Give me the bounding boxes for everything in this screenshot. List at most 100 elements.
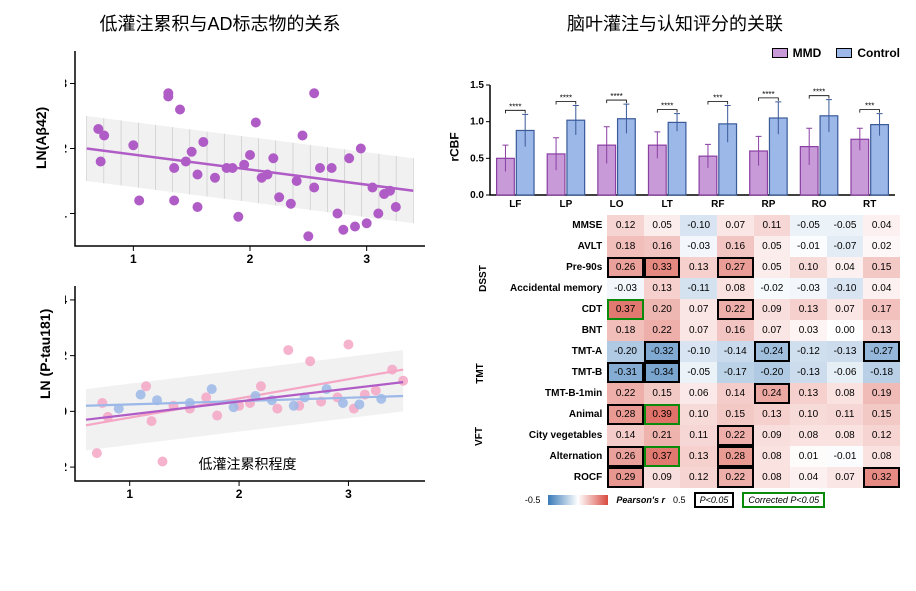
corrected-p-box: Corrected P<0.05 xyxy=(742,492,825,508)
svg-text:****: **** xyxy=(610,92,622,101)
heatmap-cell: 0.06 xyxy=(680,383,717,404)
right-panel: 脑叶灌注与认知评分的关联 MMD Control rCBF 0.00.51.01… xyxy=(450,10,900,581)
heatmap-cell: 0.08 xyxy=(717,278,754,299)
svg-text:****: **** xyxy=(509,102,521,111)
heatmap-cell: 0.08 xyxy=(863,446,900,467)
heatmap-cell: 0.13 xyxy=(790,383,827,404)
heatmap-cell: -0.01 xyxy=(827,446,864,467)
heatmap-cell: 0.08 xyxy=(827,383,864,404)
heatmap-cell: 0.28 xyxy=(607,404,644,425)
svg-text:0: 0 xyxy=(65,404,67,418)
bar-ylabel: rCBF xyxy=(448,132,462,161)
heatmap-row-label: Alternation xyxy=(510,446,607,467)
bottom-ylabel: LN (P-tau181) xyxy=(37,309,53,399)
heatmap-cell: 0.00 xyxy=(827,320,864,341)
heatmap-cell: -0.05 xyxy=(680,362,717,383)
svg-text:1.5: 1.5 xyxy=(470,80,484,91)
heatmap-cell: -0.06 xyxy=(827,362,864,383)
heatmap-cell: -0.03 xyxy=(680,236,717,257)
heatmap-cell: 0.33 xyxy=(644,257,681,278)
heatmap-row-label: ROCF xyxy=(510,467,607,488)
svg-text:LF: LF xyxy=(509,199,521,210)
legend-control: Control xyxy=(836,46,900,60)
heatmap-cell: 0.05 xyxy=(644,215,681,236)
heatmap-cell: -0.14 xyxy=(717,341,754,362)
heatmap-cell: 0.11 xyxy=(754,215,791,236)
heatmap-row-label: Animal xyxy=(510,404,607,425)
heatmap-cell: 0.13 xyxy=(680,257,717,278)
heatmap-cell: -0.03 xyxy=(790,278,827,299)
svg-text:1.0: 1.0 xyxy=(470,117,484,128)
heatmap-cell: -0.31 xyxy=(607,362,644,383)
heatmap-row-label: Pre-90s xyxy=(510,257,607,278)
heatmap-cell: -0.01 xyxy=(790,236,827,257)
heatmap-cell: 0.13 xyxy=(680,446,717,467)
left-panel: 低灌注累积与AD标志物的关系 LN(Aβ42) 123123 LN (P-tau… xyxy=(10,10,430,581)
heatmap-cell: 0.29 xyxy=(607,467,644,488)
group-label: VFT xyxy=(474,427,485,446)
heatmap-cell: 0.09 xyxy=(644,467,681,488)
heatmap-cell: 0.04 xyxy=(790,467,827,488)
svg-text:RT: RT xyxy=(863,199,876,210)
heatmap-cell: 0.16 xyxy=(644,236,681,257)
heatmap-cell: 0.16 xyxy=(717,320,754,341)
heatmap-cell: 0.03 xyxy=(790,320,827,341)
heatmap-cell: 0.22 xyxy=(717,299,754,320)
footer-legend: -0.5 Pearson's r 0.5 P<0.05 Corrected P<… xyxy=(450,492,900,508)
heatmap-cell: -0.07 xyxy=(827,236,864,257)
heatmap-cell: -0.11 xyxy=(680,278,717,299)
svg-text:2: 2 xyxy=(65,142,67,156)
bar-chart-svg: 0.00.51.01.5****LF****LP****LO****LT***R… xyxy=(450,65,900,215)
bar-chart: rCBF 0.00.51.01.5****LF****LP****LO****L… xyxy=(450,65,900,215)
svg-text:LT: LT xyxy=(661,199,672,210)
heatmap-cell: 0.07 xyxy=(827,299,864,320)
heatmap-row-label: BNT xyxy=(510,320,607,341)
top-ylabel: LN(Aβ42) xyxy=(33,107,49,169)
heatmap-cell: 0.20 xyxy=(644,299,681,320)
heatmap-cell: 0.02 xyxy=(863,236,900,257)
heatmap-cell: 0.08 xyxy=(827,425,864,446)
heatmap-cell: -0.17 xyxy=(717,362,754,383)
heatmap-cell: -0.10 xyxy=(680,215,717,236)
heatmap-cell: 0.17 xyxy=(863,299,900,320)
svg-text:3: 3 xyxy=(345,487,352,501)
heatmap-cell: 0.07 xyxy=(827,467,864,488)
control-swatch-icon xyxy=(836,48,852,58)
heatmap-row-label: City vegetables xyxy=(510,425,607,446)
scatter-top: 123123 xyxy=(65,46,430,271)
heatmap-row-label: AVLT xyxy=(510,236,607,257)
svg-text:RO: RO xyxy=(812,199,827,210)
heatmap-cell: 0.05 xyxy=(754,257,791,278)
heatmap-table: MMSE0.120.05-0.100.070.11-0.05-0.050.04A… xyxy=(510,215,900,488)
legend-mmd: MMD xyxy=(772,46,822,60)
svg-text:****: **** xyxy=(661,102,673,111)
heatmap-cell: 0.15 xyxy=(863,404,900,425)
heatmap: DSSTTMTVFT MMSE0.120.05-0.100.070.11-0.0… xyxy=(450,215,900,488)
heatmap-cell: 0.13 xyxy=(644,278,681,299)
p-box: P<0.05 xyxy=(694,492,735,508)
heatmap-cell: 0.14 xyxy=(717,383,754,404)
heatmap-cell: 0.09 xyxy=(754,299,791,320)
heatmap-row-label: TMT-A xyxy=(510,341,607,362)
heatmap-cell: -0.10 xyxy=(827,278,864,299)
heatmap-cell: 0.37 xyxy=(607,299,644,320)
svg-text:4: 4 xyxy=(65,293,67,307)
heatmap-cell: -0.13 xyxy=(827,341,864,362)
heatmap-cell: -0.02 xyxy=(754,278,791,299)
heatmap-cell: 0.12 xyxy=(680,467,717,488)
svg-text:***: *** xyxy=(713,94,722,103)
gradient-icon xyxy=(548,495,608,505)
heatmap-cell: 0.19 xyxy=(863,383,900,404)
heatmap-cell: 0.07 xyxy=(754,320,791,341)
heatmap-cell: 0.16 xyxy=(717,236,754,257)
heatmap-cell: 0.11 xyxy=(827,404,864,425)
heatmap-row-label: CDT xyxy=(510,299,607,320)
svg-text:0.5: 0.5 xyxy=(470,153,484,164)
heatmap-cell: 0.08 xyxy=(754,446,791,467)
svg-text:****: **** xyxy=(762,90,774,99)
legend-mmd-label: MMD xyxy=(793,46,822,60)
right-title: 脑叶灌注与认知评分的关联 xyxy=(450,10,900,36)
scale-label: Pearson's r xyxy=(616,495,665,505)
heatmap-cell: 0.13 xyxy=(790,299,827,320)
heatmap-cell: 0.07 xyxy=(680,320,717,341)
